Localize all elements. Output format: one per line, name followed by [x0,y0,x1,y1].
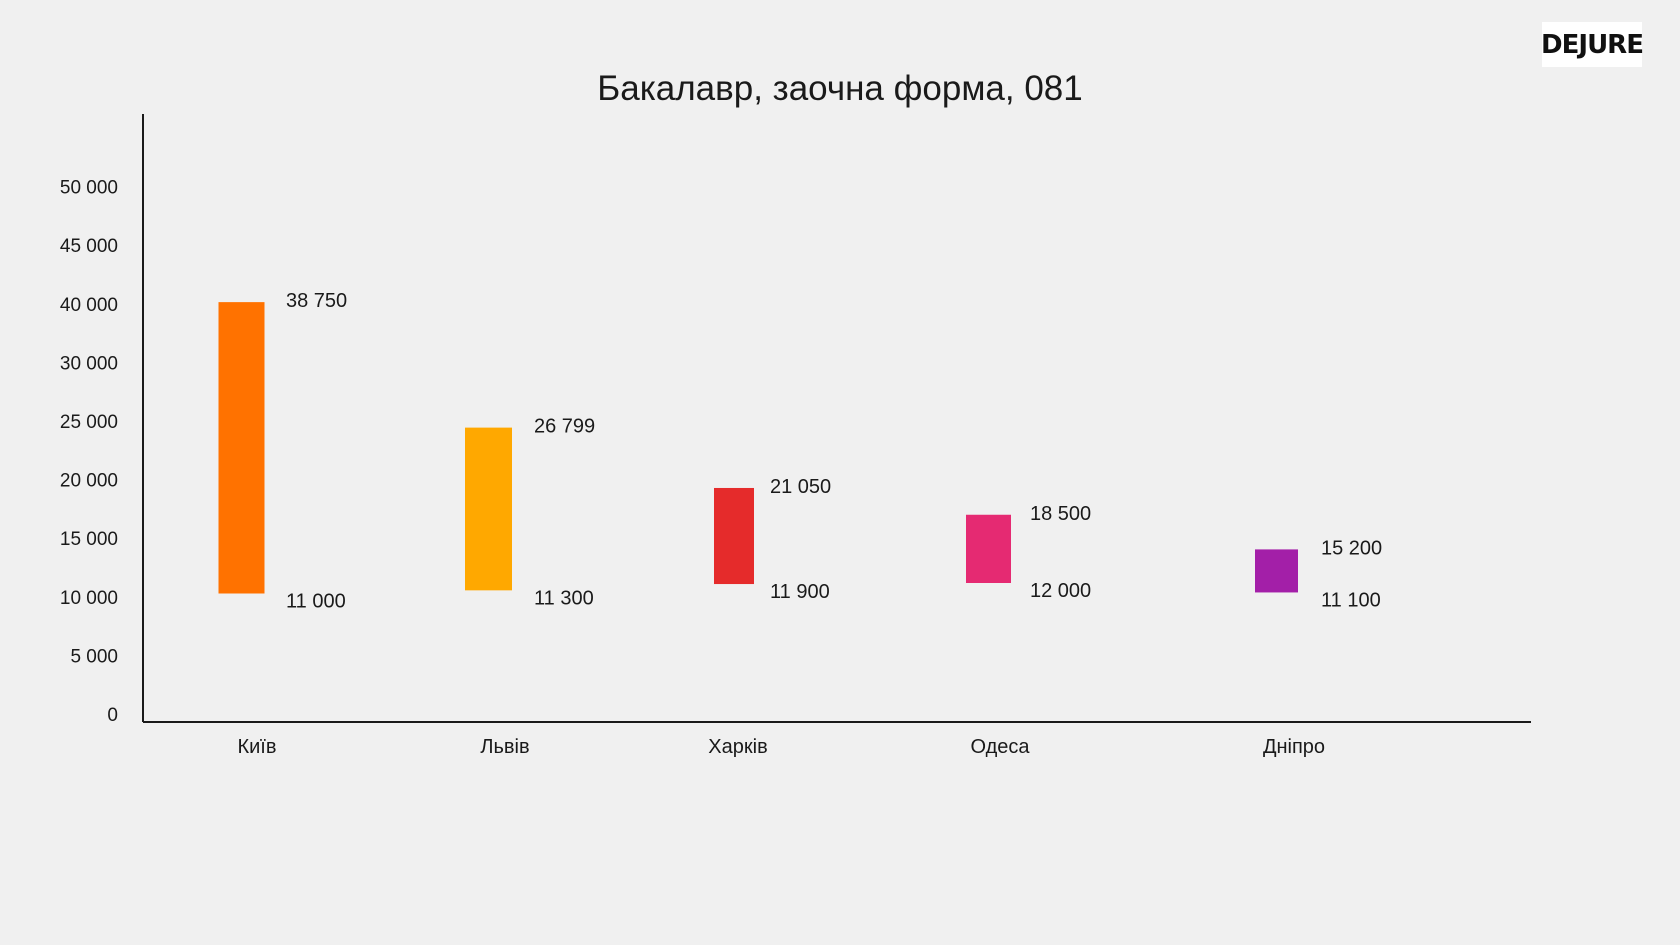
range-bar [966,514,1011,583]
bar-min-label: 11 300 [534,587,594,609]
x-axis-categories: Київ Львів Харків Одеса Дніпро [237,736,1325,758]
y-axis-ticks: 0 5 000 10 000 15 000 20 000 25 000 30 000 40 0… [60,178,118,726]
x-category-label: Харків [708,736,767,758]
bar-min-label: 11 900 [770,581,830,603]
x-category-label: Дніпро [1263,736,1325,758]
x-category-label: Львів [480,736,529,758]
y-tick-label: 40 000 [60,295,118,316]
y-tick-label: 20 000 [60,471,118,492]
bar-min-label: 11 100 [1321,589,1381,611]
bar-min-label: 11 000 [286,591,346,613]
bar-max-label: 26 799 [534,416,595,438]
y-tick-label: 15 000 [60,529,118,550]
range-bar [1255,549,1298,593]
y-tick-label: 45 000 [60,236,118,257]
bar-min-label: 12 000 [1030,580,1091,602]
y-tick-label: 10 000 [60,588,118,609]
chart-title: Бакалавр, заочна форма, 081 [597,69,1082,108]
x-category-label: Київ [237,736,276,758]
y-tick-label: 30 000 [60,353,118,374]
range-bar [218,302,265,594]
y-tick-label: 50 000 [60,178,118,199]
range-bar [465,427,512,591]
y-tick-label: 0 [107,705,118,726]
y-tick-label: 25 000 [60,412,118,433]
y-tick-label: 5 000 [70,646,118,667]
bar-max-label: 38 750 [286,290,347,312]
bar-max-label: 21 050 [770,476,831,498]
range-bar [714,487,754,585]
bar-max-label: 18 500 [1030,503,1091,525]
bar-max-label: 15 200 [1321,537,1382,559]
x-category-label: Одеса [970,736,1030,758]
bars-group: 38 750 11 000 26 799 11 300 21 050 11 900 18 5… [218,290,1382,613]
dejure-logo: DEJURE [1541,22,1644,67]
